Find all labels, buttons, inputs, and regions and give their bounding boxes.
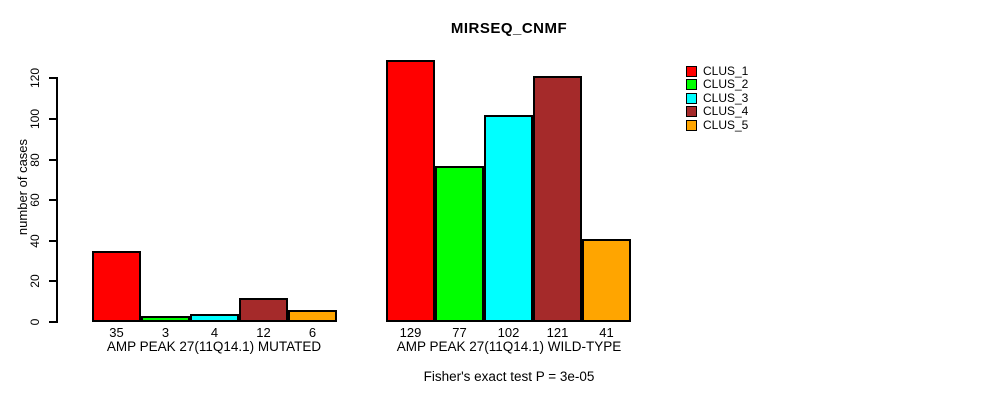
y-tick-label: 20 (28, 274, 42, 289)
legend-swatch-clus_4 (686, 106, 697, 118)
legend-swatch-clus_5 (686, 119, 697, 131)
bar-value-label: 35 (109, 325, 124, 340)
bar-value-label: 102 (497, 325, 520, 340)
y-tick (49, 117, 57, 120)
legend-label: CLUS_5 (703, 117, 749, 132)
bar-value-label: 77 (452, 325, 467, 340)
chart-title: MIRSEQ_CNMF (450, 20, 568, 37)
legend-swatch-clus_2 (686, 79, 697, 91)
bar-clus_5 (288, 310, 337, 322)
bar-value-label: 6 (308, 325, 317, 340)
bar-clus_2 (435, 166, 484, 322)
bar-clus_3 (190, 314, 239, 322)
bar-clus_3 (484, 115, 533, 322)
legend-label: CLUS_2 (703, 77, 749, 92)
y-tick (49, 77, 57, 80)
fisher-test-footnote: Fisher's exact test P = 3e-05 (423, 369, 595, 384)
legend-label: CLUS_3 (703, 90, 749, 105)
y-tick (49, 199, 57, 202)
bar-clus_1 (92, 251, 141, 322)
bar-clus_4 (533, 76, 582, 322)
y-tick (49, 158, 57, 161)
y-tick-label: 0 (28, 318, 42, 326)
bar-value-label: 41 (599, 325, 614, 340)
legend-label: CLUS_1 (703, 64, 749, 78)
legend-label: CLUS_4 (703, 104, 749, 119)
y-axis-line (56, 77, 58, 323)
y-tick-label: 60 (28, 193, 42, 207)
bar-clus_1 (386, 60, 435, 322)
legend-swatch-clus_3 (686, 92, 697, 104)
y-tick-label: 80 (28, 152, 42, 167)
bar-value-label: 129 (399, 325, 422, 340)
bar-clus_5 (582, 239, 631, 322)
y-tick-label: 120 (28, 68, 42, 89)
y-tick-label: 100 (28, 108, 42, 129)
group-label-wild-type: AMP PEAK 27(11Q14.1) WILD-TYPE (396, 339, 622, 354)
y-tick (49, 321, 57, 323)
bar-value-label: 4 (210, 325, 219, 340)
y-tick (49, 239, 57, 242)
legend-swatch-clus_1 (686, 66, 697, 77)
bar-clus_4 (239, 298, 288, 322)
y-tick-label: 40 (28, 234, 42, 248)
bar-value-label: 12 (256, 325, 271, 340)
group-label-mutated: AMP PEAK 27(11Q14.1) MUTATED (106, 339, 322, 354)
y-tick (49, 280, 57, 283)
bar-value-label: 3 (161, 325, 170, 340)
bar-clus_2 (141, 316, 190, 322)
bar-value-label: 121 (546, 325, 569, 340)
